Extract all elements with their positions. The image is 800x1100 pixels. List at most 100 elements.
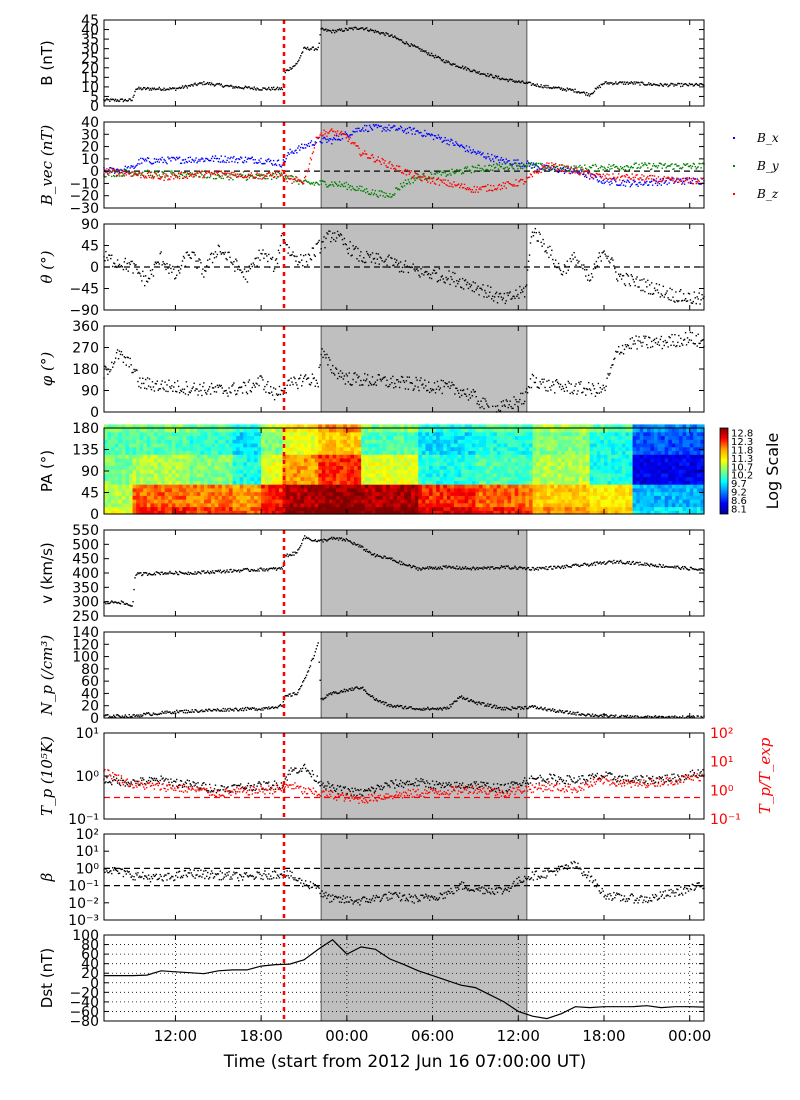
data-point (193, 83, 195, 85)
data-point (126, 262, 128, 265)
data-point (564, 171, 567, 173)
data-point (524, 165, 527, 167)
data-point (353, 248, 355, 251)
data-point (480, 170, 482, 172)
pa-cell (139, 458, 144, 463)
data-point (697, 298, 699, 300)
data-point (479, 167, 481, 170)
data-point (655, 84, 658, 86)
data-point (396, 259, 398, 261)
shaded-interval (320, 19, 528, 107)
data-point (167, 88, 169, 90)
data-point (435, 171, 438, 173)
data-point (410, 170, 412, 172)
data-point (161, 264, 163, 266)
data-point (202, 83, 204, 86)
data-point (465, 188, 468, 191)
data-point (651, 293, 654, 295)
pa-cell (257, 469, 262, 474)
pa-cell (118, 506, 123, 511)
data-point (408, 376, 411, 378)
data-point (677, 165, 679, 167)
data-point (210, 252, 213, 255)
data-point (310, 140, 313, 142)
data-point (352, 378, 354, 381)
data-point (314, 255, 317, 257)
data-point (469, 170, 472, 172)
pa-cell (236, 428, 241, 433)
pa-cell (186, 499, 191, 504)
data-point (382, 158, 384, 161)
data-point (173, 268, 175, 270)
data-point (566, 167, 569, 169)
pa-cell (261, 484, 266, 489)
data-point (554, 168, 556, 170)
pa-cell (257, 506, 262, 511)
pa-cell (254, 461, 259, 466)
data-point (488, 189, 490, 192)
data-point (389, 266, 391, 268)
data-point (438, 184, 441, 186)
data-point (533, 166, 536, 168)
data-point (672, 83, 674, 85)
pa-cell (193, 506, 198, 511)
data-point (158, 177, 160, 180)
data-point (461, 389, 464, 392)
pa-cell (229, 480, 234, 485)
data-point (644, 337, 646, 339)
data-point (302, 51, 304, 53)
data-point (109, 254, 111, 257)
pa-cell (246, 431, 252, 437)
data-point (339, 185, 342, 188)
data-point (257, 257, 259, 259)
pa-cell (254, 476, 259, 481)
data-point (646, 286, 648, 288)
pa-cell (121, 502, 127, 508)
pa-cell (200, 499, 205, 504)
data-point (678, 334, 680, 337)
data-point (494, 157, 497, 159)
data-point (173, 172, 175, 174)
data-point (442, 58, 444, 61)
data-point (327, 233, 329, 235)
data-point (162, 261, 164, 263)
data-point (225, 84, 227, 87)
data-point (308, 182, 311, 184)
pa-cell (171, 502, 177, 508)
data-point (185, 85, 188, 87)
data-point (466, 187, 469, 189)
pa-cell (264, 431, 269, 437)
data-point (656, 167, 659, 169)
data-point (647, 279, 649, 282)
data-point (148, 170, 151, 173)
data-point (630, 347, 633, 350)
data-point (471, 395, 474, 397)
pa-cell (164, 473, 169, 478)
pa-cell (246, 465, 252, 470)
data-point (648, 184, 650, 186)
data-point (426, 132, 428, 135)
data-point (106, 369, 108, 371)
data-point (628, 176, 631, 178)
data-point (152, 386, 155, 388)
data-point (108, 254, 110, 256)
pa-cell (193, 454, 198, 459)
data-point (177, 87, 180, 89)
data-point (439, 57, 442, 59)
data-point (536, 165, 538, 167)
data-point (490, 160, 492, 162)
data-point (246, 158, 249, 160)
data-point (518, 165, 520, 167)
pa-cell (207, 424, 212, 429)
pa-cell (121, 446, 127, 452)
pa-cell (214, 450, 219, 455)
data-point (406, 169, 409, 171)
data-point (297, 387, 299, 390)
data-point (674, 301, 676, 303)
data-point (131, 166, 133, 168)
data-point (184, 265, 187, 267)
data-point (686, 337, 689, 339)
data-point (432, 55, 435, 57)
data-point (396, 264, 399, 266)
data-point (371, 252, 374, 254)
